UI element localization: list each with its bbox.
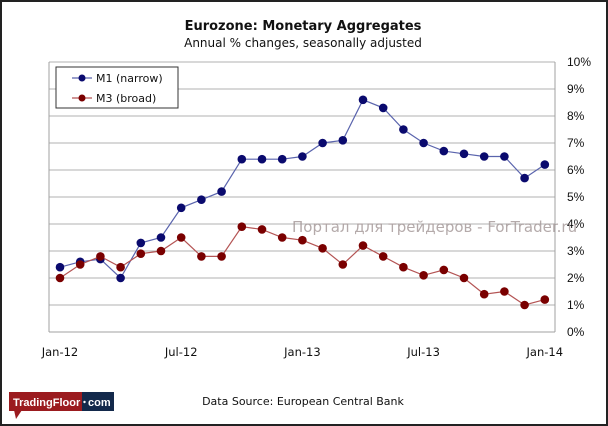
y-tick-label: 7% [567, 136, 585, 150]
data-point [540, 160, 550, 169]
data-point [520, 173, 529, 183]
logo-text-left: TradingFloor [13, 397, 81, 409]
data-point [459, 149, 469, 159]
legend-box [55, 66, 179, 109]
series-m3 [55, 222, 550, 310]
data-point [237, 154, 247, 164]
data-point [156, 233, 166, 242]
legend: M1 (narrow) M3 (broad) [55, 66, 179, 109]
data-point [55, 262, 65, 272]
data-point [520, 300, 529, 310]
data-point [439, 265, 449, 275]
data-point [439, 146, 449, 156]
legend-marker-m1 [78, 74, 86, 82]
data-point [479, 289, 489, 299]
y-tick-label: 2% [567, 271, 585, 285]
y-tick-label: 9% [567, 82, 585, 96]
data-point [298, 235, 307, 245]
chart-title: Eurozone: Monetary Aggregates [185, 19, 422, 34]
legend-marker-m3 [78, 94, 86, 102]
data-point [237, 222, 247, 231]
data-point [459, 273, 469, 283]
data-point [419, 271, 428, 280]
data-point [197, 195, 206, 204]
data-point [500, 152, 509, 161]
y-tick-label: 5% [567, 190, 585, 204]
data-point [540, 295, 550, 304]
data-point [257, 154, 267, 164]
logo-dot [83, 400, 86, 404]
data-point [500, 287, 509, 296]
y-tick-label: 1% [567, 298, 585, 312]
data-point [378, 252, 388, 261]
data-point [318, 138, 327, 148]
y-tick-label: 4% [567, 217, 585, 231]
data-point [55, 273, 65, 283]
x-tick-labels: Jan-12 Jul-12 Jan-13 Jul-13 Jan-14 [41, 345, 563, 359]
data-point [96, 252, 105, 261]
data-point [176, 233, 186, 242]
data-point [176, 203, 186, 213]
logo-right-panel [82, 392, 114, 411]
data-point [116, 262, 125, 272]
data-point [419, 138, 428, 148]
x-tick-label: Jan-12 [41, 345, 79, 359]
data-point [298, 152, 307, 161]
logo-pointer [14, 410, 22, 419]
y-tick-label: 3% [567, 244, 585, 258]
axes [48, 62, 556, 333]
y-tick-label: 8% [567, 109, 585, 123]
logo-text-right: com [88, 397, 111, 409]
data-point [399, 262, 408, 272]
data-source: Data Source: European Central Bank [202, 395, 404, 408]
x-tick-label: Jul-12 [164, 345, 198, 359]
data-point [378, 103, 388, 113]
x-tick-label: Jan-14 [526, 345, 564, 359]
data-point [257, 225, 267, 234]
data-point [136, 249, 146, 258]
legend-item-m1: M1 (narrow) [72, 72, 163, 85]
x-tick-label: Jul-13 [406, 345, 440, 359]
tradingfloor-logo: TradingFloor com [9, 392, 114, 419]
data-point [399, 125, 408, 134]
y-tick-label: 6% [567, 163, 585, 177]
data-point [358, 241, 368, 250]
chart-subtitle: Annual % changes, seasonally adjusted [184, 36, 422, 50]
data-point [156, 246, 166, 256]
data-point [116, 273, 125, 283]
data-point [75, 260, 85, 269]
y-tick-label: 0% [567, 325, 585, 339]
data-point [338, 136, 348, 145]
y-tick-label: 10% [567, 55, 591, 69]
legend-item-m3: M3 (broad) [72, 92, 156, 105]
data-point [277, 154, 287, 164]
series-m1 [55, 95, 550, 283]
data-point [338, 260, 348, 269]
x-tick-label: Jan-13 [283, 345, 321, 359]
legend-label-m1: M1 (narrow) [96, 72, 163, 85]
logo-left-panel [9, 392, 82, 411]
data-point [358, 95, 368, 105]
y-tick-labels: 0% 1% 2% 3% 4% 5% 6% 7% 8% 9% 10% [567, 55, 591, 339]
legend-label-m3: M3 (broad) [96, 92, 156, 105]
data-point [217, 252, 226, 261]
watermark: Портал для трейдеров - ForTrader.ru [292, 218, 577, 236]
data-point [136, 238, 146, 248]
data-point [217, 187, 226, 196]
data-point [318, 244, 327, 253]
series-layer [55, 95, 550, 310]
data-point [277, 233, 287, 242]
data-point [197, 252, 206, 261]
data-point [479, 152, 489, 161]
